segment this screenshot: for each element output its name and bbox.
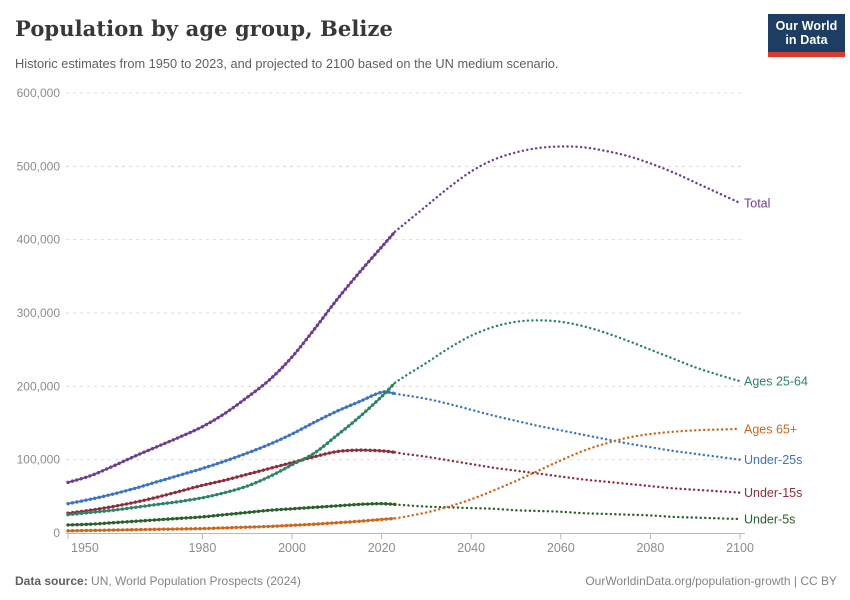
historic-markers — [66, 448, 397, 515]
x-axis-tick-label: 2020 — [368, 541, 396, 555]
x-axis-tick-label: 1980 — [188, 541, 216, 555]
page-title: Population by age group, Belize — [15, 16, 393, 41]
data-source-text: UN, World Population Prospects (2024) — [87, 574, 301, 588]
projected-line — [393, 503, 742, 521]
y-axis-tick-label: 600,000 — [17, 86, 61, 100]
projected-line — [393, 392, 742, 461]
series-under-25s[interactable]: Under-25s — [66, 390, 802, 506]
series-ages-65-[interactable]: Ages 65+ — [66, 422, 797, 533]
projected-line — [393, 427, 742, 520]
x-axis-tick-label: 2000 — [278, 541, 306, 555]
x-axis-tick-label: 1950 — [71, 541, 99, 555]
y-axis-tick-label: 500,000 — [17, 159, 61, 173]
y-axis-tick-label: 400,000 — [17, 233, 61, 247]
y-axis-tick-label: 200,000 — [17, 379, 61, 393]
projected-line — [393, 451, 742, 494]
historic-markers — [66, 229, 397, 485]
y-axis-tick-label: 100,000 — [17, 453, 61, 467]
historic-markers — [66, 501, 397, 527]
x-axis-tick-label: 2080 — [636, 541, 664, 555]
owid-logo-line1: Our World — [775, 19, 838, 33]
series-label[interactable]: Ages 25-64 — [744, 375, 808, 389]
x-axis-tick-label: 2100 — [726, 541, 754, 555]
y-axis-tick-label: 0 — [53, 526, 60, 540]
historic-markers — [66, 380, 397, 517]
chart-area[interactable]: 0 100,000 200,000 300,000 400,000 500,000 600,… — [0, 85, 850, 555]
historic-line — [67, 231, 396, 484]
historic-line — [67, 382, 396, 516]
historic-markers — [66, 516, 397, 533]
series-under-5s[interactable]: Under-5s — [66, 501, 795, 527]
x-axis-tick-label: 2040 — [457, 541, 485, 555]
series-label[interactable]: Ages 65+ — [744, 422, 797, 436]
series-label[interactable]: Total — [744, 197, 770, 211]
chart-canvas[interactable]: 0 100,000 200,000 300,000 400,000 500,000 600,… — [0, 85, 850, 555]
y-axis-tick-label: 300,000 — [17, 306, 61, 320]
historic-markers — [66, 390, 397, 506]
series-ages-25-64[interactable]: Ages 25-64 — [66, 319, 808, 517]
projected-line — [393, 319, 742, 384]
series-label[interactable]: Under-5s — [744, 513, 795, 527]
series-label[interactable]: Under-15s — [744, 486, 802, 500]
credit-link[interactable]: OurWorldinData.org/population-growth | C… — [585, 574, 837, 588]
x-axis-tick-label: 2060 — [547, 541, 575, 555]
data-source-label: Data source: — [15, 574, 88, 588]
data-source-note: Data source: UN, World Population Prospe… — [15, 574, 301, 588]
projected-line — [393, 145, 742, 233]
chart-subtitle: Historic estimates from 1950 to 2023, an… — [15, 56, 559, 71]
owid-logo[interactable]: Our World in Data — [768, 14, 845, 57]
series-total[interactable]: Total — [66, 145, 770, 485]
owid-logo-line2: in Data — [785, 33, 828, 47]
series-under-15s[interactable]: Under-15s — [66, 448, 802, 515]
series-label[interactable]: Under-25s — [744, 453, 802, 467]
